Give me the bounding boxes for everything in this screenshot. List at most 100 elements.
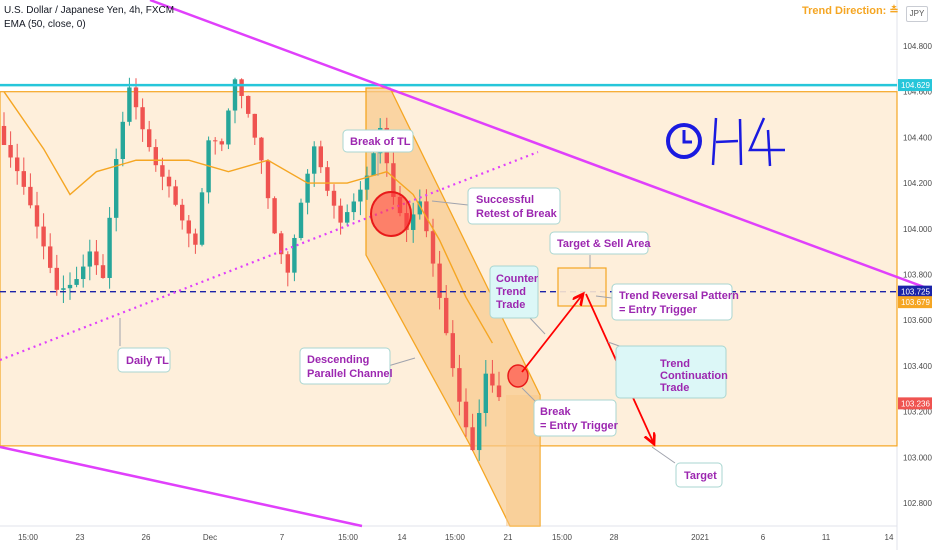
candle-body	[48, 246, 53, 268]
y-tick-label: 103.400	[903, 362, 932, 371]
callout-continuation-line3: Trade	[660, 382, 689, 394]
candle-body	[1, 125, 7, 146]
price-badge: 103.725	[898, 285, 932, 298]
candle-body	[279, 233, 284, 255]
candle-body	[496, 385, 502, 398]
candle-body	[252, 113, 257, 138]
candle-body	[186, 220, 191, 234]
y-tick-label: 102.800	[903, 499, 932, 508]
callout-reversal-line2: = Entry Trigger	[619, 304, 698, 316]
candle-body	[8, 145, 13, 158]
x-tick-label: 14	[885, 533, 894, 542]
candle-body	[41, 226, 46, 247]
x-tick-label: 28	[610, 533, 619, 542]
break-circle	[370, 191, 412, 237]
candle-body	[114, 158, 119, 218]
y-tick-label: 104.000	[903, 225, 932, 234]
callout-counter: Counter Trend Trade	[489, 265, 539, 319]
x-tick-label: 6	[761, 533, 766, 542]
candle-body	[147, 129, 152, 148]
candle-body	[444, 297, 449, 334]
callout-continuation: Trend Continuation Trade	[615, 345, 728, 399]
candle-body	[54, 267, 59, 290]
candle-body	[417, 201, 422, 215]
candle-body	[94, 251, 99, 266]
currency-button[interactable]: JPY	[906, 6, 928, 22]
candle-body	[173, 186, 178, 205]
candle-body	[298, 202, 304, 238]
candle-body	[259, 137, 264, 161]
callout-retest-line1: Successful	[476, 194, 534, 206]
y-axis-ticks: 104.800 104.600 104.400 104.200 104.000 103.8…	[903, 42, 932, 508]
callout-retest-line2: Retest of Break	[476, 208, 558, 220]
candle-body	[364, 175, 370, 190]
h4-logo	[666, 117, 785, 167]
callout-counter-line3: Trade	[496, 299, 525, 311]
candle-body	[140, 107, 145, 130]
callout-break-tl-text: Break of TL	[350, 136, 411, 148]
x-tick-label: 21	[504, 533, 513, 542]
callout-target-sell-text: Target & Sell Area	[557, 238, 651, 250]
upper-trendline	[149, 0, 932, 292]
candle-body	[265, 160, 271, 199]
candle-body	[272, 198, 277, 234]
candle-body	[463, 401, 469, 428]
candle-body	[100, 265, 106, 278]
y-tick-label: 103.200	[903, 408, 932, 417]
candle-body	[28, 186, 33, 206]
x-tick-label: 14	[398, 533, 407, 542]
symbol-label[interactable]: U.S. Dollar / Japanese Yen, 4h, FXCM	[4, 5, 175, 16]
candle-body	[87, 251, 92, 267]
x-tick-label: 26	[142, 533, 151, 542]
candle-body	[305, 173, 310, 203]
callout-daily-tl-text: Daily TL	[126, 355, 169, 367]
candle-body	[318, 146, 323, 168]
callout-reversal-line1: Trend Reversal Pattern	[619, 290, 739, 302]
x-tick-label: 15:00	[445, 533, 466, 542]
x-tick-label: 15:00	[338, 533, 359, 542]
x-axis-ticks: 15:00 23 26 Dec 7 15:00 14 15:00 21 15:00 28 2021 6 1…	[18, 533, 894, 542]
candles	[1, 77, 502, 461]
callout-channel-line2: Parallel Channel	[307, 368, 393, 380]
y-tick-label: 104.600	[903, 88, 932, 97]
trend-direction-text: Trend Direction:	[802, 5, 887, 17]
candle-body	[285, 254, 290, 273]
candle-body	[351, 201, 356, 213]
chevron-down-icon: ≛	[889, 5, 899, 17]
candle-body	[199, 192, 205, 245]
callout-reversal: Trend Reversal Pattern = Entry Trigger	[611, 283, 739, 321]
y-tick-label: 103.600	[903, 316, 932, 325]
callout-channel: Descending Parallel Channel	[299, 347, 393, 385]
candle-body	[450, 333, 455, 369]
callout-break-entry: Break = Entry Trigger	[533, 399, 619, 437]
x-tick-label: 23	[76, 533, 85, 542]
candle-body	[358, 189, 363, 202]
ema-label[interactable]: EMA (50, close, 0)	[4, 19, 86, 30]
candle-body	[338, 205, 343, 223]
candle-body	[193, 233, 198, 245]
lower-trendline	[0, 445, 363, 528]
candle-body	[331, 190, 337, 206]
price-badge-label: 104.629	[901, 81, 930, 90]
candle-body	[34, 205, 40, 227]
callout-counter-line1: Counter	[496, 273, 539, 285]
candle-body	[81, 266, 86, 280]
callout-counter-line2: Trend	[496, 286, 526, 298]
price-badge-label: 103.725	[901, 288, 930, 297]
callout-target-text: Target	[684, 470, 717, 482]
price-badge: 103.679	[898, 296, 932, 309]
candle-body	[15, 157, 20, 172]
callout-continuation-line1: Trend	[660, 358, 690, 370]
candle-body	[371, 153, 376, 176]
callout-break-entry-line1: Break	[540, 406, 571, 418]
candle-body	[127, 87, 132, 122]
ema-line	[3, 91, 494, 344]
candle-body	[120, 121, 125, 159]
candle-body	[166, 176, 172, 187]
daily-trendline	[0, 150, 539, 362]
callout-continuation-line2: Continuation	[660, 370, 728, 382]
candle-body	[470, 427, 475, 451]
candle-body	[226, 110, 231, 145]
